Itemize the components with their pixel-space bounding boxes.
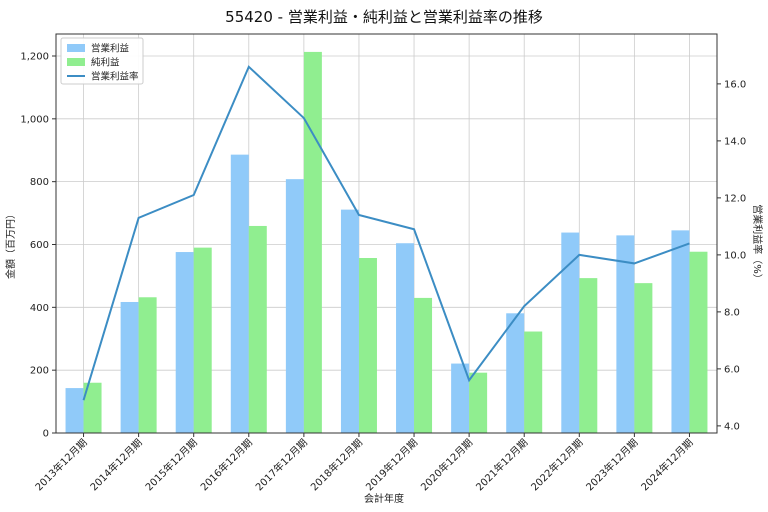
y-tick-label: 800 (30, 177, 49, 188)
y2-axis-label: 営業利益率（%） (751, 204, 764, 284)
y-tick-label: 1,200 (20, 51, 49, 62)
plot-frame (55, 33, 718, 434)
bar-operating-profit (561, 232, 580, 433)
legend-label: 純利益 (91, 57, 120, 69)
bar-operating-profit (340, 209, 359, 433)
bar-net-profit (414, 297, 433, 433)
bar-operating-profit (120, 301, 139, 433)
bar-operating-profit (396, 243, 415, 433)
y-tick-label: 200 (30, 366, 49, 377)
bar-operating-profit (65, 388, 84, 433)
bar-operating-profit (506, 313, 525, 433)
y-tick-label: 600 (30, 240, 49, 251)
x-axis-label: 会計年度 (364, 492, 404, 505)
bar-net-profit (248, 225, 267, 433)
legend-label: 営業利益率 (91, 71, 139, 83)
bar-operating-profit (616, 235, 635, 433)
bar-net-profit (634, 283, 653, 433)
legend-swatch (67, 44, 85, 52)
bar-operating-profit (230, 154, 249, 433)
y-axis-right: 4.0 6.0 8.0 10.0 12.0 14.0 16.0 (717, 79, 746, 432)
y2-tick-label: 4.0 (724, 421, 740, 432)
y2-tick-label: 10.0 (724, 250, 746, 261)
line-series (82, 65, 690, 401)
y2-tick-label: 8.0 (724, 307, 740, 318)
y-tick-label: 1,000 (20, 114, 49, 125)
bar-net-profit (358, 258, 377, 433)
y2-tick-label: 16.0 (724, 79, 746, 90)
bars (65, 51, 708, 434)
bar-operating-profit (671, 230, 690, 433)
bar-net-profit (303, 51, 322, 434)
y-axis-left: 0 200 400 600 800 1,000 1,200 (20, 51, 56, 440)
bar-net-profit (138, 297, 157, 433)
bar-net-profit (524, 331, 543, 433)
bar-operating-profit (175, 252, 194, 433)
bar-operating-profit (285, 179, 304, 433)
y2-tick-label: 12.0 (724, 193, 746, 204)
bar-net-profit (193, 247, 212, 433)
chart-title: 55420 - 営業利益・純利益と営業利益率の推移 (225, 8, 543, 26)
bar-net-profit (579, 278, 598, 433)
y-axis-label: 金額（百万円） (4, 209, 17, 279)
line-operating-margin (82, 65, 690, 401)
bar-net-profit (689, 251, 708, 433)
bar-net-profit (469, 372, 488, 433)
y-tick-label: 400 (30, 303, 49, 314)
bar-operating-profit (451, 363, 470, 433)
legend-swatch (67, 58, 85, 66)
bar-net-profit (83, 382, 102, 433)
y2-tick-label: 6.0 (724, 364, 740, 375)
y-tick-label: 0 (43, 429, 49, 440)
legend-label: 営業利益 (91, 43, 130, 55)
y2-tick-label: 14.0 (724, 136, 746, 147)
